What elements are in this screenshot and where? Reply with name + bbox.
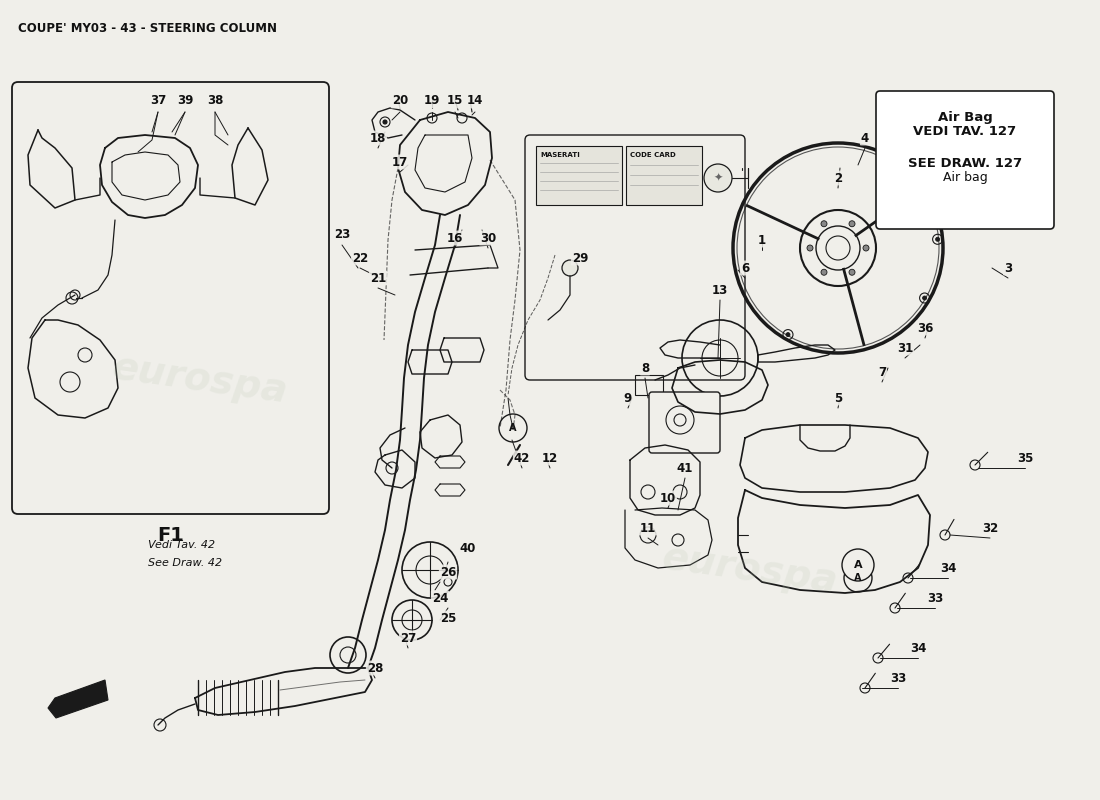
Text: 28: 28 — [366, 662, 383, 674]
Text: Air bag: Air bag — [943, 171, 988, 184]
Text: 11: 11 — [640, 522, 656, 534]
Text: MASERATI: MASERATI — [540, 152, 580, 158]
Circle shape — [849, 221, 855, 226]
Circle shape — [842, 549, 874, 581]
Text: 38: 38 — [207, 94, 223, 107]
Text: 6: 6 — [741, 262, 749, 274]
Text: 10: 10 — [660, 491, 676, 505]
Text: 12: 12 — [542, 451, 558, 465]
Circle shape — [936, 238, 939, 242]
Text: 18: 18 — [370, 131, 386, 145]
Text: 41: 41 — [676, 462, 693, 474]
Text: 40: 40 — [460, 542, 476, 554]
FancyBboxPatch shape — [876, 91, 1054, 229]
Text: See Draw. 42: See Draw. 42 — [148, 558, 222, 568]
Text: 34: 34 — [939, 562, 956, 574]
Text: 31: 31 — [896, 342, 913, 354]
Circle shape — [849, 270, 855, 275]
Text: 23: 23 — [334, 229, 350, 242]
Circle shape — [923, 296, 926, 300]
Text: 29: 29 — [572, 251, 588, 265]
Circle shape — [821, 221, 827, 226]
Circle shape — [864, 245, 869, 251]
FancyBboxPatch shape — [536, 146, 621, 205]
Text: 25: 25 — [440, 611, 456, 625]
Text: 8: 8 — [641, 362, 649, 374]
Text: 26: 26 — [440, 566, 456, 578]
Text: 33: 33 — [890, 671, 906, 685]
Text: CODE CARD: CODE CARD — [630, 152, 675, 158]
Bar — [635, 375, 663, 395]
Text: 5: 5 — [834, 391, 843, 405]
Circle shape — [807, 245, 813, 251]
Text: 19: 19 — [424, 94, 440, 107]
Text: 3: 3 — [1004, 262, 1012, 274]
Text: 22: 22 — [352, 251, 368, 265]
Text: 16: 16 — [447, 231, 463, 245]
Circle shape — [704, 164, 732, 192]
Text: 30: 30 — [480, 231, 496, 245]
Text: 32: 32 — [982, 522, 998, 534]
Text: 7: 7 — [878, 366, 887, 378]
Circle shape — [499, 414, 527, 442]
Text: 20: 20 — [392, 94, 408, 107]
Text: 24: 24 — [432, 591, 448, 605]
Text: A: A — [855, 573, 861, 583]
Circle shape — [562, 260, 578, 276]
Text: 15: 15 — [447, 94, 463, 107]
Polygon shape — [48, 680, 108, 718]
Circle shape — [383, 120, 387, 124]
Text: VEDI TAV. 127: VEDI TAV. 127 — [913, 125, 1016, 138]
Text: 27: 27 — [400, 631, 416, 645]
FancyBboxPatch shape — [626, 146, 702, 205]
Text: eurospa: eurospa — [660, 539, 840, 601]
Text: COUPE' MY03 - 43 - STEERING COLUMN: COUPE' MY03 - 43 - STEERING COLUMN — [18, 22, 277, 35]
Text: 21: 21 — [370, 271, 386, 285]
Circle shape — [786, 333, 790, 337]
Circle shape — [844, 564, 872, 592]
Text: F1: F1 — [157, 526, 184, 545]
Text: eurospa: eurospa — [110, 349, 290, 411]
Text: 33: 33 — [927, 591, 943, 605]
Text: ✦: ✦ — [713, 173, 723, 183]
Circle shape — [930, 212, 934, 216]
Text: A: A — [854, 560, 862, 570]
Text: 2: 2 — [834, 171, 843, 185]
Text: Air Bag: Air Bag — [937, 111, 992, 124]
Text: 14: 14 — [466, 94, 483, 107]
Text: 35: 35 — [1016, 451, 1033, 465]
Text: 1: 1 — [758, 234, 766, 246]
Text: 36: 36 — [916, 322, 933, 334]
Text: 13: 13 — [712, 283, 728, 297]
Text: 39: 39 — [177, 94, 194, 107]
Text: 37: 37 — [150, 94, 166, 107]
Circle shape — [821, 270, 827, 275]
Text: 4: 4 — [861, 131, 869, 145]
Text: 9: 9 — [624, 391, 632, 405]
Text: 34: 34 — [910, 642, 926, 654]
Text: 17: 17 — [392, 155, 408, 169]
FancyBboxPatch shape — [649, 392, 720, 453]
Text: 42: 42 — [514, 451, 530, 465]
Text: A: A — [509, 423, 517, 433]
Text: SEE DRAW. 127: SEE DRAW. 127 — [908, 157, 1022, 170]
Text: Vedi Tav. 42: Vedi Tav. 42 — [148, 540, 216, 550]
